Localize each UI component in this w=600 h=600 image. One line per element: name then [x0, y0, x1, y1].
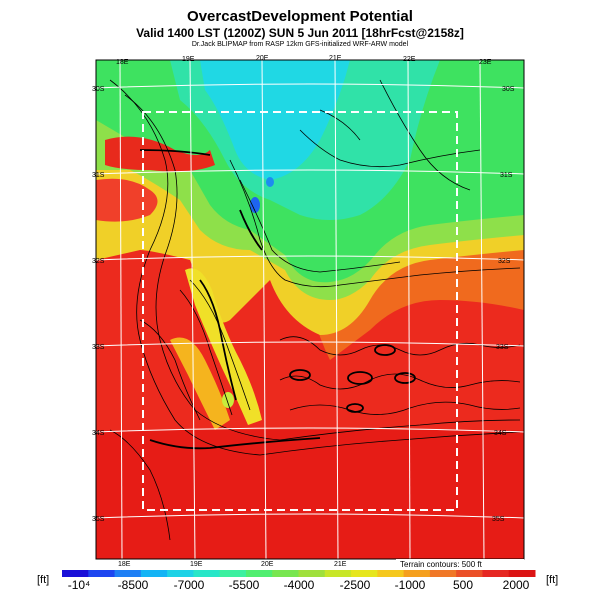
colorbar-swatch — [456, 570, 483, 577]
terrain-contours-bold — [139, 149, 416, 450]
lat-label: 34S — [494, 430, 507, 437]
lat-label: 34S — [92, 430, 105, 437]
colorbar-swatch — [429, 570, 457, 577]
colorbar-tick-label: -5500 — [228, 578, 260, 592]
lon-labels-top: 18E 19E 20E 21E 22E 23E — [116, 55, 492, 66]
colorbar-unit-right: [ft] — [546, 574, 559, 586]
colorbar-tick-label: -2500 — [339, 578, 371, 592]
lat-label: 30S — [502, 86, 515, 93]
lat-label: 35S — [92, 516, 105, 523]
colorbar-swatch — [62, 570, 89, 577]
lon-label: 20E — [261, 561, 274, 568]
colorbar-swatch — [140, 570, 168, 577]
latlon-grid — [95, 59, 525, 560]
lat-label: 32S — [498, 258, 511, 265]
colorbar-swatch — [88, 570, 116, 577]
lat-labels-left: 30S 31S 32S 33S 34S 35S — [92, 86, 105, 523]
lat-label: 32S — [92, 258, 105, 265]
terrain-contours — [109, 79, 521, 541]
lon-labels-bottom: 18E 19E 20E 21E — [118, 561, 347, 568]
lon-label: 21E — [334, 561, 347, 568]
colorbar-tick-label: -1000 — [394, 578, 426, 592]
colorbar-swatch — [114, 570, 142, 577]
lat-label: 33S — [92, 344, 105, 351]
colorbar-swatch — [272, 570, 299, 577]
colorbar — [62, 570, 536, 577]
colorbar-swatch — [351, 570, 378, 577]
colorbar-swatch — [193, 570, 221, 577]
colorbar-tick-label: -4000 — [283, 578, 315, 592]
field-layer — [96, 60, 524, 559]
colorbar-swatch — [403, 570, 431, 577]
field-cyan — [200, 60, 350, 180]
terrain-note-bg — [396, 559, 524, 569]
lon-label: 22E — [403, 56, 416, 63]
colorbar-tick-label: -7000 — [173, 578, 205, 592]
colorbar-tick-label: -8500 — [117, 578, 149, 592]
field-south — [96, 430, 524, 559]
colorbar-swatch — [219, 570, 247, 577]
inner-domain-box — [142, 111, 458, 511]
map-title: OvercastDevelopment Potential — [187, 8, 413, 25]
colorbar-swatch — [377, 570, 405, 577]
colorbar-swatch — [508, 570, 536, 577]
lon-label: 18E — [118, 561, 131, 568]
terrain-contour-note: Terrain contours: 500 ft — [400, 560, 483, 569]
colorbar-swatch — [298, 570, 326, 577]
field-ridge-orange — [170, 337, 230, 430]
lat-label: 31S — [500, 172, 513, 179]
colorbar-swatch — [167, 570, 194, 577]
lon-label: 23E — [479, 59, 492, 66]
lon-label: 20E — [256, 55, 269, 62]
colorbar-tick-label: 2000 — [502, 578, 530, 592]
colorbar-unit-left: [ft] — [37, 574, 50, 586]
colorbar-swatch — [482, 570, 510, 577]
lat-label: 31S — [92, 172, 105, 179]
lat-label: 35S — [492, 516, 505, 523]
model-credit-line: Dr.Jack BLIPMAP from RASP 12km GFS-initi… — [191, 41, 409, 48]
lat-label: 30S — [92, 86, 105, 93]
colorbar-swatch — [245, 570, 273, 577]
map-frame — [95, 59, 525, 560]
lat-label: 33S — [496, 344, 509, 351]
lon-label: 18E — [116, 59, 129, 66]
colorbar-tick-label: 500 — [452, 578, 474, 592]
lat-labels-right: 30S 31S 32S 33S 34S 35S — [492, 86, 515, 523]
colorbar-tick-label: -10⁴ — [67, 578, 91, 592]
lon-label: 19E — [190, 561, 203, 568]
field-blue-spot — [250, 197, 260, 213]
field-blue-spot-2 — [266, 177, 274, 187]
lon-label: 19E — [182, 56, 195, 63]
field-nw-red — [105, 136, 215, 172]
valid-time-line: Valid 1400 LST (1200Z) SUN 5 Jun 2011 [1… — [136, 26, 464, 40]
colorbar-swatch — [324, 570, 352, 577]
lon-label: 21E — [329, 55, 342, 62]
field-ridge-green — [222, 392, 234, 408]
